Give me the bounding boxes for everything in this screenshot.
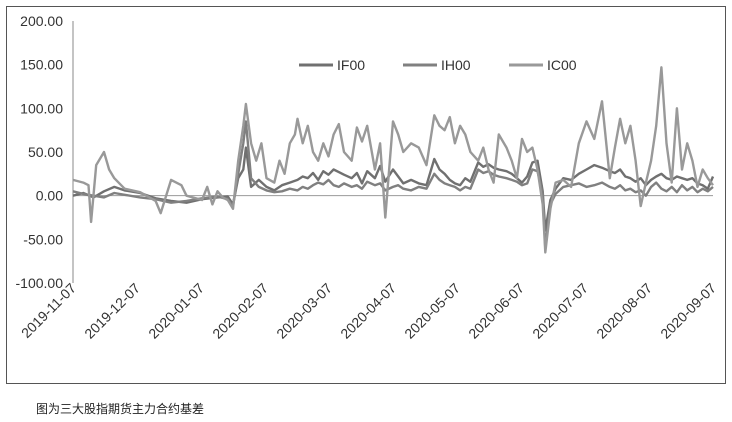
x-tick-label: 2020-01-07 [145, 280, 207, 342]
y-tick-label: 200.00 [20, 13, 63, 29]
y-tick-label: -100.00 [16, 275, 64, 291]
x-tick-label: 2020-06-07 [465, 280, 527, 342]
x-tick-label: 2020-07-07 [529, 280, 591, 342]
chart: 200.00 150.00 100.00 50.00 0.00 -50.00 -100.00… [16, 13, 720, 342]
x-tick-label: 2020-03-07 [273, 280, 335, 342]
legend-label-if00: IF00 [337, 57, 365, 73]
x-tick-label: 2020-08-07 [593, 280, 655, 342]
y-tick-label: 0.00 [36, 188, 63, 204]
x-tick-label: 2020-05-07 [401, 280, 463, 342]
chart-caption: 图为三大股指期货主力合约基差 [36, 402, 205, 416]
chart-frame: 200.00 150.00 100.00 50.00 0.00 -50.00 -100.00… [6, 6, 726, 384]
x-tick-label: 2020-09-07 [657, 280, 719, 342]
series-line-ih00 [72, 120, 714, 250]
series-line-if00 [72, 146, 715, 232]
y-tick-label: 50.00 [28, 144, 63, 160]
x-tick-label: 2020-04-07 [337, 280, 399, 342]
series-line-ic00 [72, 66, 714, 254]
y-tick-label: -50.00 [23, 231, 63, 247]
x-tick-label: 2019-12-07 [81, 280, 143, 342]
y-tick-label: 150.00 [20, 57, 63, 73]
x-tick-label: 2020-02-07 [209, 280, 271, 342]
legend-label-ih00: IH00 [441, 57, 471, 73]
legend-label-ic00: IC00 [547, 57, 577, 73]
y-tick-label: 100.00 [20, 100, 63, 116]
